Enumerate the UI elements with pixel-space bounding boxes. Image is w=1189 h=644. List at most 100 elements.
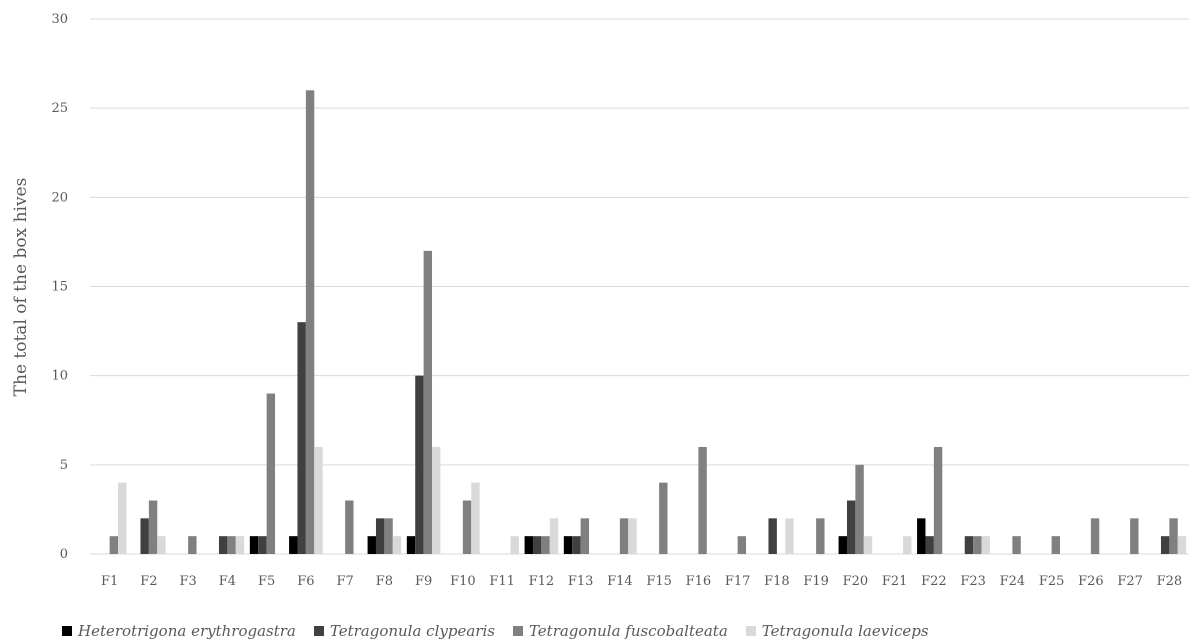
legend-label: Heterotrigona erythrogastra <box>78 622 296 640</box>
bar <box>432 447 441 554</box>
x-tick-label: F16 <box>686 574 712 589</box>
bar <box>423 250 433 555</box>
x-tick-label: F14 <box>607 574 633 589</box>
bar <box>933 447 943 554</box>
bar <box>1169 518 1178 554</box>
x-tick-label: F1 <box>101 574 118 589</box>
y-tick-label: 25 <box>51 101 68 116</box>
bar <box>462 500 472 554</box>
x-tick-label: F7 <box>336 574 353 589</box>
legend-swatch <box>62 626 72 636</box>
bar <box>580 518 590 554</box>
bar <box>903 536 912 554</box>
bar <box>785 518 794 554</box>
legend-swatch <box>313 626 324 636</box>
bar <box>619 518 629 554</box>
bar <box>367 536 376 554</box>
bar <box>258 536 267 554</box>
bar <box>345 500 354 554</box>
legend-label: Tetragonula fuscobalteata <box>528 622 728 640</box>
bar <box>1160 536 1170 554</box>
bar <box>289 536 298 554</box>
bar <box>549 518 559 554</box>
x-tick-label: F6 <box>297 574 314 589</box>
x-tick-label: F18 <box>764 574 790 589</box>
bar <box>1177 536 1187 554</box>
bar <box>1051 536 1061 554</box>
bar <box>981 536 990 554</box>
legend-item: Tetragonula fuscobalteata <box>512 622 728 640</box>
x-tick-label: F4 <box>219 574 236 589</box>
x-tick-label: F11 <box>489 574 515 589</box>
x-tick-label: F3 <box>179 574 196 589</box>
bar <box>249 536 259 554</box>
x-tick-label: F2 <box>140 574 157 589</box>
bar <box>698 447 707 554</box>
bar <box>118 482 127 554</box>
y-axis-ticks: 0 5 10 15 20 25 30 <box>51 12 68 562</box>
bar <box>297 322 306 554</box>
bar <box>863 536 873 554</box>
x-tick-label: F8 <box>376 574 393 589</box>
bar <box>532 536 542 554</box>
bar <box>392 536 402 554</box>
x-tick-label: F12 <box>529 574 555 589</box>
y-tick-label: 20 <box>51 190 68 205</box>
bar <box>266 393 276 554</box>
bar <box>235 536 245 554</box>
y-tick-label: 15 <box>51 280 68 295</box>
y-axis-label: The total of the box hives <box>11 178 31 397</box>
y-tick-label: 30 <box>51 12 68 27</box>
bar <box>406 536 416 554</box>
bar <box>524 536 533 554</box>
bar <box>737 536 747 554</box>
y-tick-label: 5 <box>60 458 68 473</box>
x-tick-label: F17 <box>725 574 751 589</box>
bar <box>1090 518 1100 554</box>
bar <box>816 518 825 554</box>
x-tick-label: F15 <box>646 574 672 589</box>
bar <box>572 536 581 554</box>
legend-label: Tetragonula clypearis <box>329 622 495 640</box>
bar <box>375 518 385 554</box>
x-tick-label: F19 <box>803 574 829 589</box>
bar <box>628 518 637 554</box>
x-tick-label: F20 <box>843 574 869 589</box>
bar <box>415 375 424 554</box>
x-tick-label: F22 <box>921 574 947 589</box>
bar <box>973 536 982 554</box>
legend-swatch <box>512 626 523 636</box>
bar <box>659 482 668 554</box>
y-tick-label: 10 <box>51 369 68 384</box>
x-axis-ticks: F1 F2 F3 F4 F5 F6 F7 F8 F9 F10 F11 F12 F13 F14 F15 F16 F… <box>101 574 1182 589</box>
bar <box>855 464 864 554</box>
x-tick-label: F5 <box>258 574 275 589</box>
bar <box>964 536 974 554</box>
bar <box>563 536 573 554</box>
x-tick-label: F13 <box>568 574 594 589</box>
gridlines <box>90 18 1189 555</box>
bar <box>140 518 149 554</box>
y-tick-label: 0 <box>60 547 68 562</box>
x-tick-label: F26 <box>1078 574 1104 589</box>
bar <box>471 482 480 554</box>
x-tick-label: F25 <box>1039 574 1065 589</box>
legend-swatch <box>745 626 756 636</box>
bar <box>541 536 550 554</box>
bar <box>1012 536 1021 554</box>
bar <box>510 536 519 554</box>
bar-chart: 0 5 10 15 20 25 30 F1 F2 F3 F4 F5 F6 F7 F8 F9 F10 F11 F12… <box>11 12 1189 589</box>
legend-item: Tetragonula laeviceps <box>745 622 929 640</box>
bar <box>227 536 236 554</box>
x-tick-label: F27 <box>1117 574 1143 589</box>
legend: Heterotrigona erythrogastra Tetragonula c… <box>62 620 929 642</box>
x-tick-label: F28 <box>1157 574 1183 589</box>
legend-item: Tetragonula clypearis <box>313 622 495 640</box>
bar <box>917 518 926 554</box>
bar <box>768 518 777 554</box>
bar <box>838 536 847 554</box>
bar <box>1130 518 1139 554</box>
x-tick-label: F24 <box>1000 574 1026 589</box>
bar <box>148 500 158 554</box>
bar <box>925 536 934 554</box>
